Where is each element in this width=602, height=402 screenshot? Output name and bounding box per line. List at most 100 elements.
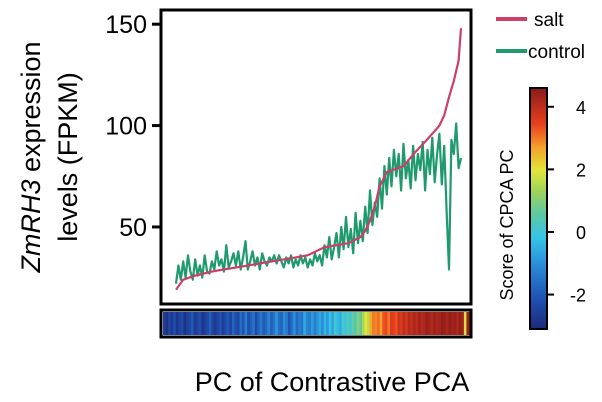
y-axis-title-line1-rest: expression	[16, 41, 46, 179]
strip-cell	[290, 312, 294, 335]
strip-cell	[423, 312, 427, 335]
strip-cell	[265, 312, 269, 335]
colorbar-tick-label: 0	[576, 223, 586, 243]
legend-label-salt: salt	[534, 10, 564, 31]
strip-cell	[384, 312, 388, 335]
y-axis-title-line1: ZmRH3 expression	[16, 41, 46, 273]
strip-cell	[420, 312, 424, 335]
strip-cell	[326, 312, 330, 335]
strip-cell	[410, 312, 414, 335]
strip-cell	[257, 312, 261, 335]
strip-cell	[267, 312, 271, 335]
strip-cell	[298, 312, 302, 335]
y-axis-title-line2: levels (FPKM)	[53, 72, 83, 242]
strip-cell	[321, 312, 325, 335]
y-tick-label-150: 150	[105, 11, 147, 39]
strip-cell	[219, 312, 223, 335]
strip-cell	[165, 312, 169, 335]
colorbar-tick-label: 2	[576, 160, 586, 180]
strip-cell	[252, 312, 256, 335]
strip-cell	[163, 312, 167, 335]
strip-cell	[364, 312, 368, 335]
strip-cell	[203, 312, 207, 335]
strip-cell	[369, 312, 373, 335]
legend-label-control: control	[528, 42, 585, 63]
strip-cell	[463, 312, 468, 335]
strip-cell	[359, 312, 363, 335]
strip-cell	[170, 312, 174, 335]
strip-cell	[453, 312, 457, 335]
strip-cell	[310, 312, 315, 335]
strip-cell	[430, 312, 434, 335]
strip-cell	[372, 312, 376, 335]
strip-cell	[316, 312, 320, 335]
strip-cell	[277, 312, 281, 335]
strip-cell	[188, 312, 192, 335]
strip-cell	[275, 312, 279, 335]
strip-cell	[333, 312, 337, 335]
strip-cell	[180, 312, 184, 335]
strip-cell	[400, 312, 404, 335]
strip-cell	[308, 312, 312, 335]
strip-cell	[313, 312, 317, 335]
strip-cell	[435, 312, 439, 335]
strip-cell	[236, 312, 241, 335]
strip-cell	[344, 312, 348, 335]
strip-cell	[461, 312, 465, 335]
strip-cell	[231, 312, 235, 335]
strip-cell	[438, 312, 442, 335]
strip-cell	[446, 312, 450, 335]
strip-cell	[351, 312, 355, 335]
colorbar-title: Score of CPCA PC	[497, 149, 517, 300]
strip-cell	[285, 312, 289, 335]
strip-cell	[201, 312, 205, 335]
strip-cell	[341, 312, 345, 335]
strip-cell	[224, 312, 228, 335]
y-axis-title-gene: ZmRH3	[16, 180, 46, 274]
strip-cell	[221, 312, 225, 335]
strip-cell	[466, 312, 470, 335]
strip-cell	[206, 312, 210, 335]
strip-cell	[407, 312, 411, 335]
strip-cell	[402, 312, 406, 335]
colorbar-tick-label: 4	[576, 98, 586, 118]
strip-cell	[379, 312, 383, 335]
strip-cell	[395, 312, 399, 335]
strip-cell	[382, 312, 386, 335]
strip-cell	[272, 312, 276, 335]
strip-cell	[208, 312, 213, 335]
strip-cell	[254, 312, 258, 335]
strip-cell	[356, 312, 360, 335]
strip-cell	[346, 312, 350, 335]
strip-cell	[377, 312, 381, 335]
strip-cell	[415, 312, 419, 335]
strip-cell	[262, 312, 266, 335]
y-tick-label-50: 50	[119, 214, 147, 242]
strip-cell	[303, 312, 307, 335]
strip-cell	[387, 312, 391, 335]
colorbar-gradient	[529, 87, 548, 330]
strip-cell	[448, 312, 452, 335]
strip-cell	[354, 312, 358, 335]
strip-cell	[178, 312, 182, 335]
strip-cell	[305, 312, 309, 335]
strip-cell	[349, 312, 353, 335]
strip-cell	[318, 312, 322, 335]
strip-cell	[443, 312, 447, 335]
strip-cell	[191, 312, 195, 335]
score-color-strip	[163, 312, 470, 335]
strip-cell	[185, 312, 190, 335]
strip-cell	[247, 312, 251, 335]
strip-cell	[244, 312, 248, 335]
strip-cell	[300, 312, 304, 335]
series-line-salt	[175, 28, 463, 291]
strip-cell	[440, 312, 445, 335]
x-axis-title: PC of Contrastive PCA	[195, 367, 470, 397]
y-tick-label-100: 100	[105, 113, 147, 141]
strip-cell	[336, 312, 340, 335]
y-axis-title: ZmRH3 expression levels (FPKM)	[16, 41, 83, 273]
strip-cell	[389, 312, 394, 335]
strip-cell	[198, 312, 202, 335]
strip-cell	[193, 312, 197, 335]
